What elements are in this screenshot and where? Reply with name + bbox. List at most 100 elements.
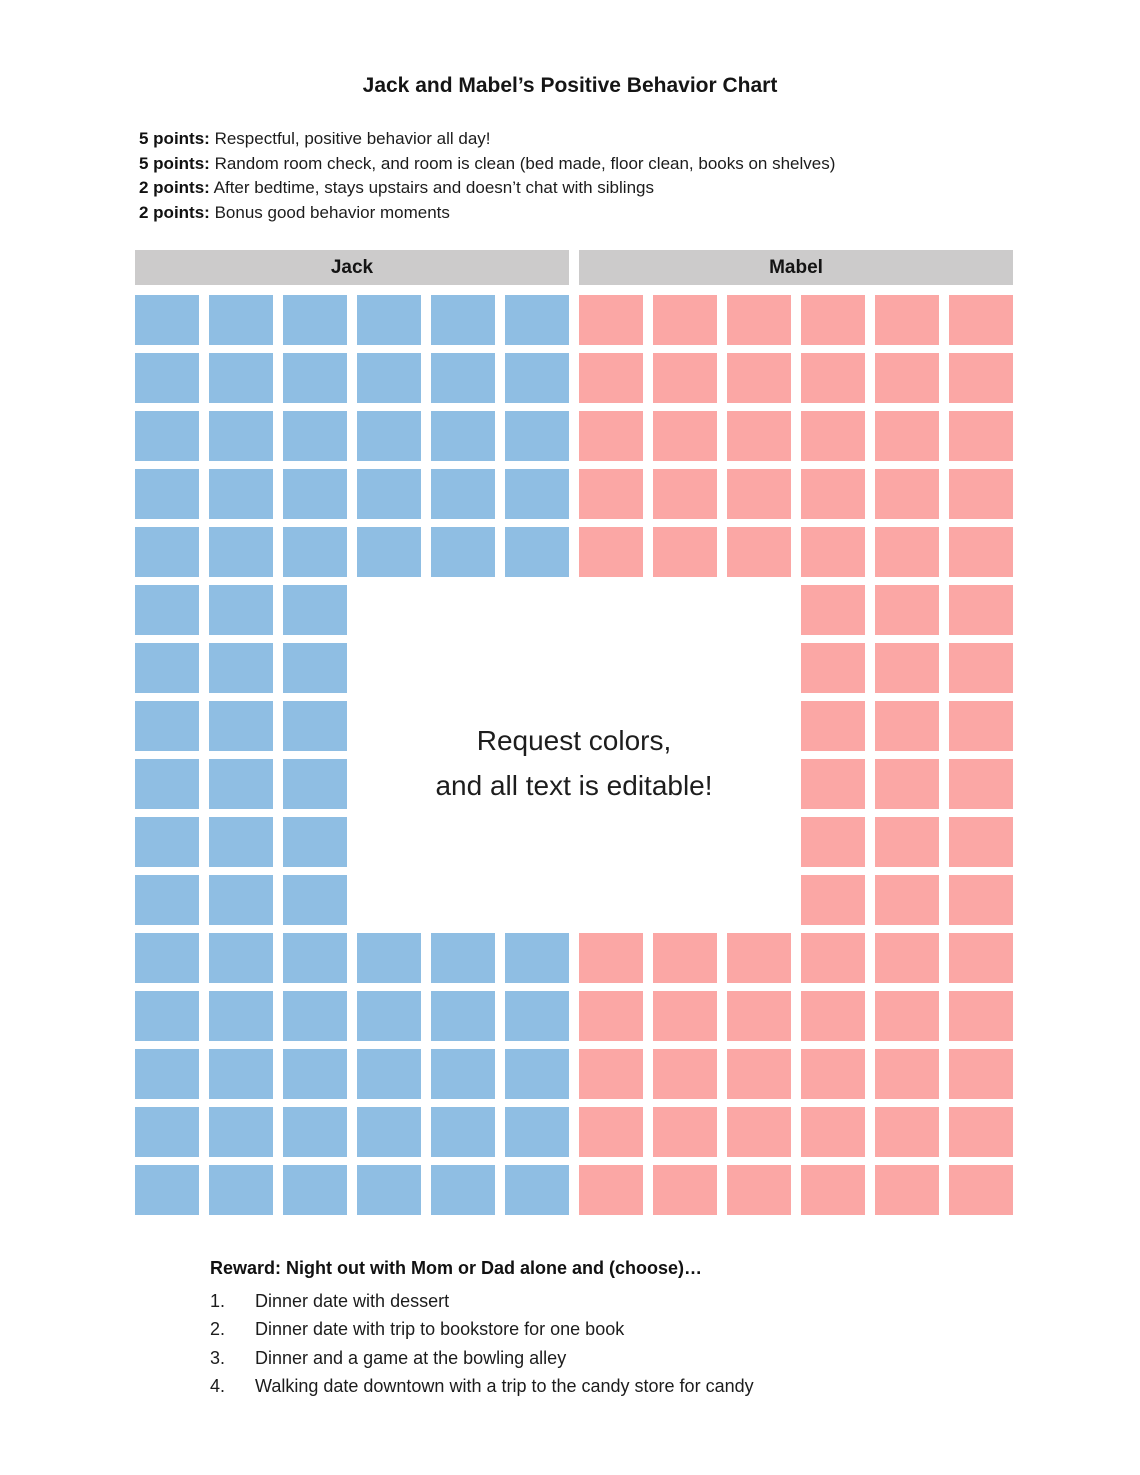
- mabel-point-square: [801, 527, 865, 577]
- jack-point-square: [135, 875, 199, 925]
- reward-option: 1. Dinner date with dessert: [210, 1287, 754, 1315]
- center-note: Request colors, and all text is editable…: [357, 585, 791, 925]
- jack-point-square: [209, 701, 273, 751]
- points-rule-description: Bonus good behavior moments: [214, 202, 450, 222]
- jack-point-square: [357, 1049, 421, 1099]
- mabel-point-square: [949, 701, 1013, 751]
- reward-section: Reward: Night out with Mom or Dad alone …: [210, 1258, 754, 1400]
- points-rules-list: 5 points: Respectful, positive behavior …: [139, 127, 835, 225]
- mabel-point-square: [801, 991, 865, 1041]
- jack-point-square: [357, 1165, 421, 1215]
- jack-point-square: [505, 469, 569, 519]
- jack-point-square: [283, 933, 347, 983]
- mabel-point-square: [875, 875, 939, 925]
- jack-point-square: [505, 933, 569, 983]
- mabel-point-square: [949, 933, 1013, 983]
- jack-point-square: [431, 933, 495, 983]
- jack-point-square: [505, 991, 569, 1041]
- mabel-point-square: [653, 527, 717, 577]
- jack-point-square: [209, 353, 273, 403]
- reward-option-number: 2.: [210, 1319, 226, 1340]
- jack-point-square: [283, 353, 347, 403]
- center-note-line: Request colors,: [476, 725, 672, 756]
- mabel-point-square: [727, 991, 791, 1041]
- jack-point-square: [357, 295, 421, 345]
- mabel-point-square: [653, 295, 717, 345]
- reward-option-number: 1.: [210, 1291, 226, 1311]
- mabel-point-square: [875, 295, 939, 345]
- mabel-point-square: [801, 1107, 865, 1157]
- jack-point-square: [283, 585, 347, 635]
- mabel-point-square: [875, 353, 939, 403]
- jack-point-square: [209, 991, 273, 1041]
- mabel-point-square: [875, 585, 939, 635]
- mabel-point-square: [801, 295, 865, 345]
- mabel-point-square: [949, 817, 1013, 867]
- mabel-point-square: [875, 933, 939, 983]
- mabel-point-square: [801, 469, 865, 519]
- mabel-point-square: [579, 469, 643, 519]
- jack-point-square: [135, 991, 199, 1041]
- jack-point-square: [431, 1107, 495, 1157]
- mabel-point-square: [949, 991, 1013, 1041]
- mabel-point-square: [579, 295, 643, 345]
- mabel-point-square: [801, 643, 865, 693]
- mabel-point-square: [949, 1049, 1013, 1099]
- jack-point-square: [505, 295, 569, 345]
- points-rule-description: After bedtime, stays upstairs and doesn’…: [213, 178, 654, 197]
- jack-point-square: [209, 1165, 273, 1215]
- mabel-point-square: [579, 1107, 643, 1157]
- mabel-point-square: [949, 643, 1013, 693]
- jack-point-square: [431, 469, 495, 519]
- mabel-point-square: [727, 353, 791, 403]
- mabel-point-square: [801, 353, 865, 403]
- reward-option-text: Dinner date with trip to bookstore for o…: [255, 1319, 625, 1340]
- points-squares-grid: [135, 295, 1013, 1215]
- jack-point-square: [357, 469, 421, 519]
- mabel-point-square: [949, 875, 1013, 925]
- jack-point-square: [209, 759, 273, 809]
- mabel-point-square: [801, 1049, 865, 1099]
- jack-point-square: [283, 701, 347, 751]
- mabel-point-square: [949, 1107, 1013, 1157]
- jack-point-square: [209, 875, 273, 925]
- jack-point-square: [135, 469, 199, 519]
- jack-point-square: [135, 1049, 199, 1099]
- mabel-point-square: [653, 933, 717, 983]
- points-rule-description: Respectful, positive behavior all day!: [214, 129, 491, 148]
- jack-point-square: [135, 585, 199, 635]
- mabel-point-square: [949, 295, 1013, 345]
- jack-point-square: [505, 1165, 569, 1215]
- mabel-point-square: [801, 759, 865, 809]
- mabel-point-square: [875, 701, 939, 751]
- jack-point-square: [505, 1107, 569, 1157]
- jack-point-square: [357, 933, 421, 983]
- mabel-point-square: [801, 1165, 865, 1215]
- jack-point-square: [505, 1049, 569, 1099]
- grid-column-headers: Jack Mabel: [135, 250, 1013, 285]
- mabel-point-square: [875, 759, 939, 809]
- jack-point-square: [209, 933, 273, 983]
- jack-point-square: [135, 759, 199, 809]
- jack-point-square: [135, 295, 199, 345]
- jack-point-square: [283, 295, 347, 345]
- mabel-point-square: [727, 411, 791, 461]
- mabel-point-square: [801, 817, 865, 867]
- jack-point-square: [283, 1107, 347, 1157]
- mabel-point-square: [801, 701, 865, 751]
- jack-point-square: [357, 353, 421, 403]
- mabel-point-square: [949, 1165, 1013, 1215]
- mabel-point-square: [579, 353, 643, 403]
- reward-option-text: Dinner and a game at the bowling alley: [255, 1347, 567, 1368]
- points-rule: 2 points: Bonus good behavior moments: [139, 201, 835, 226]
- jack-point-square: [135, 411, 199, 461]
- points-rule: 2 points: After bedtime, stays upstairs …: [139, 176, 835, 201]
- mabel-point-square: [727, 933, 791, 983]
- jack-point-square: [135, 1165, 199, 1215]
- jack-point-square: [431, 991, 495, 1041]
- jack-point-square: [209, 1107, 273, 1157]
- jack-point-square: [209, 585, 273, 635]
- jack-point-square: [283, 469, 347, 519]
- jack-point-square: [431, 353, 495, 403]
